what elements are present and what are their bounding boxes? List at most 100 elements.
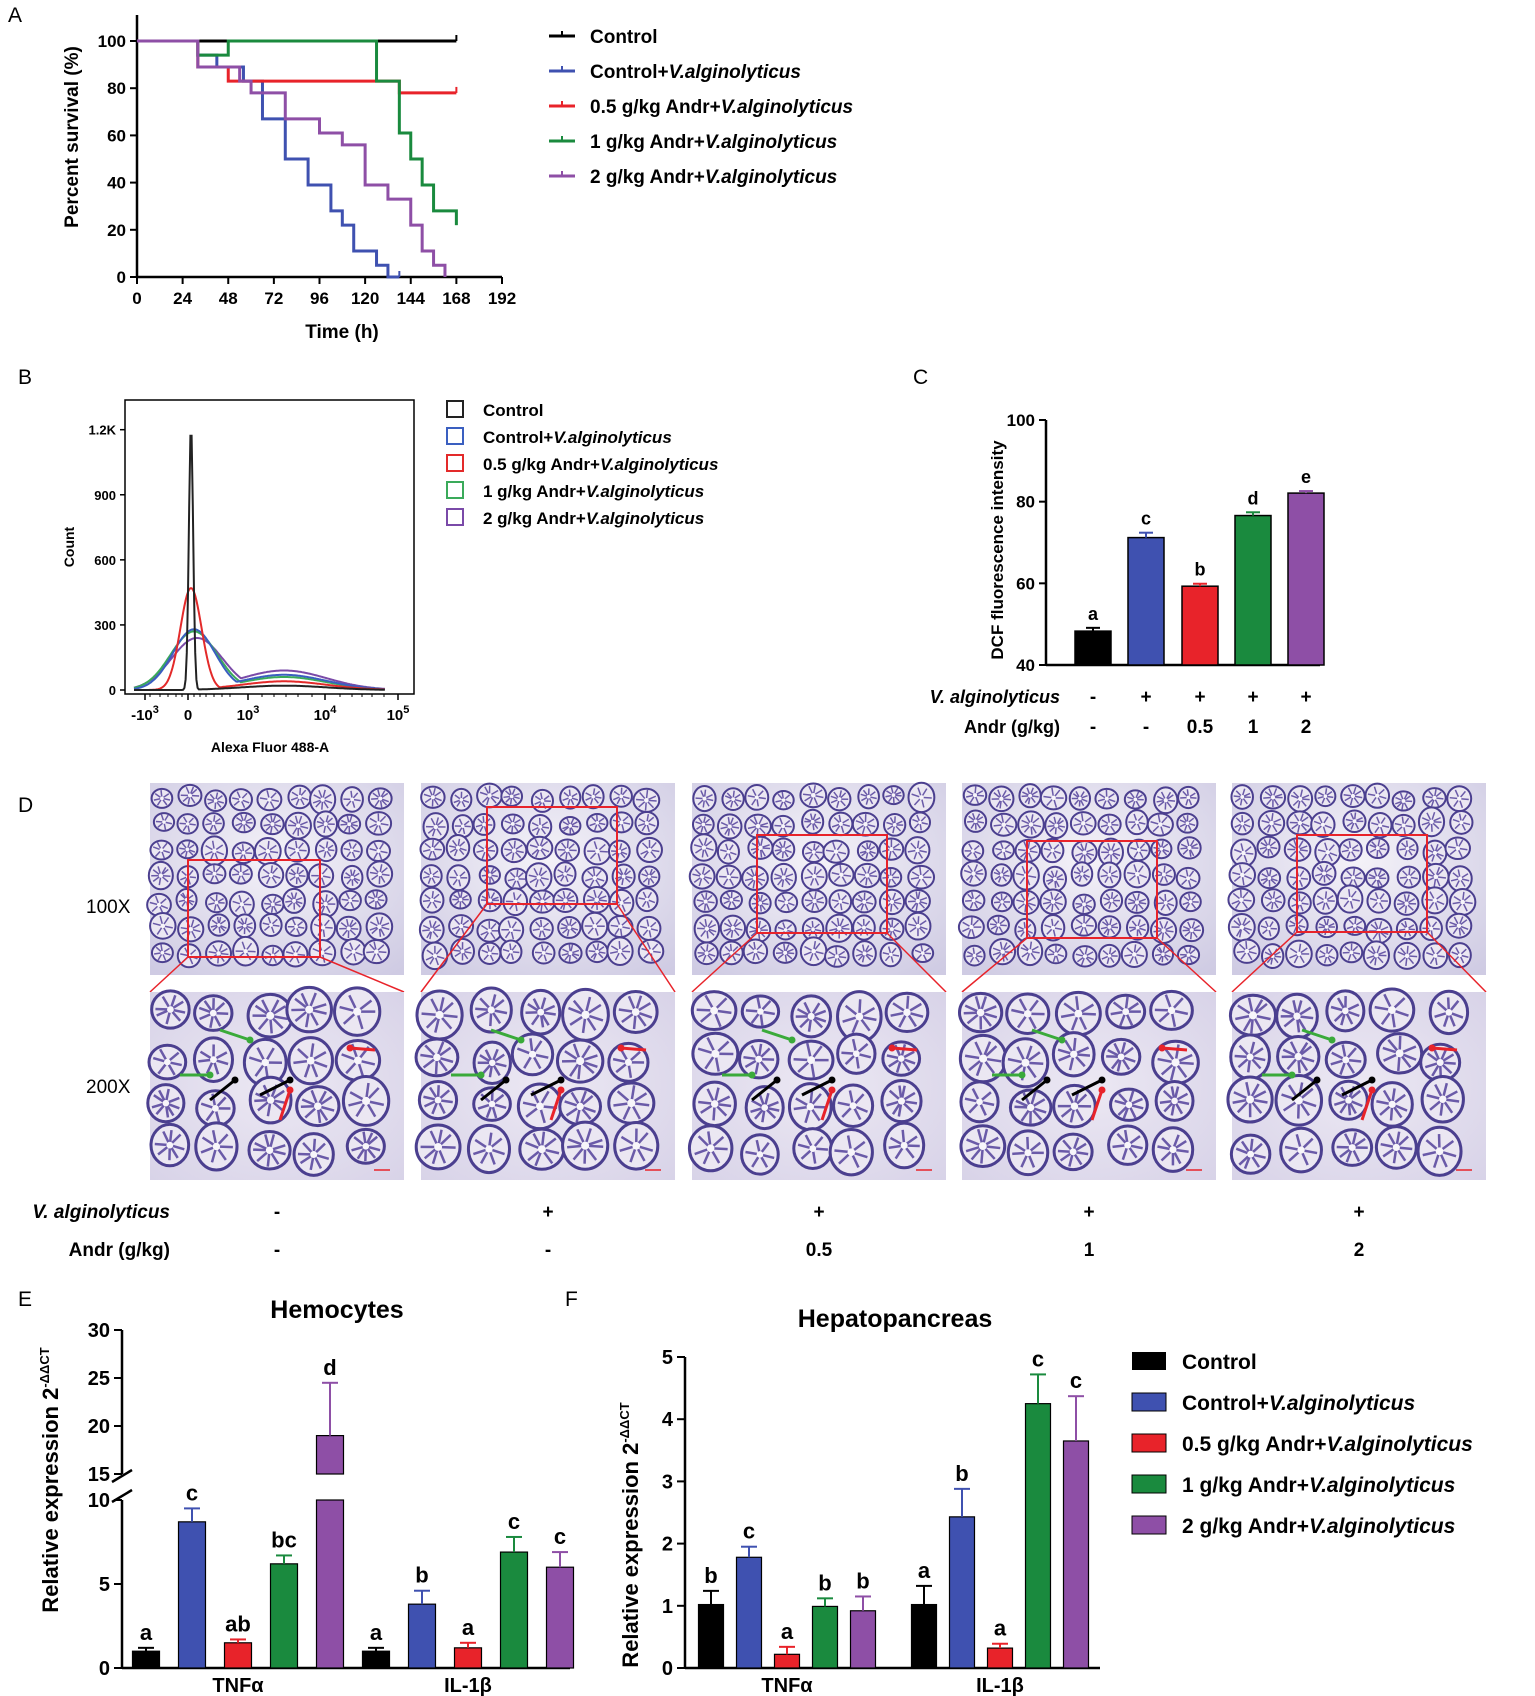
legend-item-andr2: 2 g/kg Andr+V.alginolyticus <box>1131 1515 1455 1538</box>
crypt-lumen <box>1376 898 1381 903</box>
dose-cell: - <box>1143 717 1149 738</box>
arrow-head <box>517 1036 525 1044</box>
crypt-lumen <box>1433 874 1439 880</box>
crypt-lumen <box>269 923 273 927</box>
arrow-head <box>1368 1086 1376 1094</box>
arrow-head <box>477 1071 485 1079</box>
crypt-lumen <box>834 954 839 959</box>
crypt-lumen <box>1163 798 1168 803</box>
crypt-lumen <box>461 824 465 828</box>
crypt-lumen <box>537 1008 545 1016</box>
crypt-lumen <box>185 847 190 852</box>
significance-letter: b <box>856 1568 869 1593</box>
y-tick-label: 2 <box>662 1534 673 1556</box>
x-tick-label: 144 <box>397 289 426 308</box>
crypt-lumen <box>811 793 816 798</box>
x-tick-label: 0 <box>184 707 192 724</box>
crypt-lumen <box>1050 899 1056 904</box>
crypt-lumen <box>781 875 786 880</box>
flow-plot-frame <box>124 399 415 695</box>
crypt-lumen <box>346 926 351 931</box>
crypt-lumen <box>807 1012 815 1020</box>
crypt-lumen <box>730 925 736 931</box>
crypt-lumen <box>1024 1149 1032 1157</box>
crypt-lumen <box>1023 1009 1032 1018</box>
crypt-lumen <box>1429 926 1434 931</box>
histology-image-200x <box>957 989 1216 1180</box>
bar-vibrio <box>735 1556 763 1669</box>
x-tick-label: 103 <box>237 704 260 724</box>
legend-label: 0.5 g/kg Andr+V.alginolyticus <box>483 455 718 474</box>
crypt-lumen <box>618 924 623 929</box>
arrow-head <box>1043 1076 1051 1084</box>
flow-curve-andr1 <box>133 630 385 691</box>
significance-letter: d <box>323 1355 336 1380</box>
zoom-region-box <box>1296 834 1428 933</box>
legend-item-control: Control <box>1132 1351 1257 1374</box>
bar-control <box>910 1603 938 1669</box>
crypt-lumen <box>1188 899 1193 904</box>
crypt-lumen <box>972 793 978 798</box>
legend-item-andr1: 1 g/kg Andr+V.alginolyticus <box>549 132 837 153</box>
crypt-lumen <box>1457 953 1462 958</box>
legend-item-vibrio: Control+V.alginolyticus <box>549 62 801 83</box>
crypt-lumen <box>1082 902 1086 907</box>
x-tick-label: 192 <box>488 289 516 308</box>
crypt-lumen <box>1108 850 1114 855</box>
crypt-lumen <box>376 821 381 826</box>
crypt-lumen <box>897 1097 906 1105</box>
crypt-lumen <box>1378 823 1383 828</box>
crypt-lumen <box>581 1141 590 1150</box>
crypt-lumen <box>756 1151 764 1158</box>
crypt-lumen <box>1027 949 1033 954</box>
crypt-lumen <box>511 848 517 853</box>
dcf-bar-andr2 <box>1287 492 1325 666</box>
crypt-lumen <box>1296 951 1302 957</box>
crypt-lumen <box>1460 899 1465 905</box>
panel-label-d: D <box>18 794 33 817</box>
flow-ylabel: Count <box>61 526 77 567</box>
crypt-lumen <box>166 1141 174 1149</box>
magnification-label-200x: 200X <box>86 1077 131 1098</box>
y-tick-label: 0 <box>109 683 116 698</box>
crypt-lumen <box>374 949 379 954</box>
crypt-lumen <box>1342 1056 1350 1064</box>
crypt-lumen <box>1134 871 1140 877</box>
crypt-lumen <box>969 924 974 930</box>
crypt-lumen <box>487 1006 495 1014</box>
y-tick-label: 30 <box>88 1320 110 1342</box>
crypt-lumen <box>806 1102 815 1111</box>
bar-vibrio <box>948 1516 976 1669</box>
crypt-lumen <box>374 897 378 902</box>
flow-curve-andr2 <box>133 637 385 690</box>
crypt-lumen <box>866 794 871 799</box>
crypt-lumen <box>810 819 815 824</box>
crypt-lumen <box>1082 850 1087 855</box>
category-label: IL-1β <box>444 1675 492 1696</box>
crypt-lumen <box>647 874 652 879</box>
crypt-lumen <box>242 923 247 928</box>
significance-letter: a <box>1088 604 1099 624</box>
bar-control <box>361 1650 391 1669</box>
hemocytes-title: Hemocytes <box>270 1296 403 1324</box>
crypt-lumen <box>889 899 895 905</box>
crypt-lumen <box>755 1055 763 1063</box>
crypt-lumen <box>812 898 817 904</box>
crypt-lumen <box>576 1056 585 1066</box>
crypt-lumen <box>595 821 600 825</box>
x-tick-label: -103 <box>131 704 159 724</box>
bar-andr05 <box>223 1642 253 1669</box>
crypt-lumen <box>781 847 786 852</box>
crypt-lumen <box>1325 849 1330 855</box>
crypt-lumen <box>295 873 299 878</box>
crypt-lumen <box>897 1055 905 1062</box>
crypt-lumen <box>581 1010 590 1019</box>
treatment-cell: + <box>1247 687 1258 708</box>
significance-letter: e <box>1301 467 1311 487</box>
y-tick-label: 25 <box>88 1368 110 1390</box>
crypt-lumen <box>889 846 894 852</box>
panel-label-b: B <box>18 366 32 389</box>
crypt-lumen <box>348 898 353 903</box>
crypt-lumen <box>1297 900 1302 905</box>
y-tick-label: 600 <box>94 553 116 568</box>
